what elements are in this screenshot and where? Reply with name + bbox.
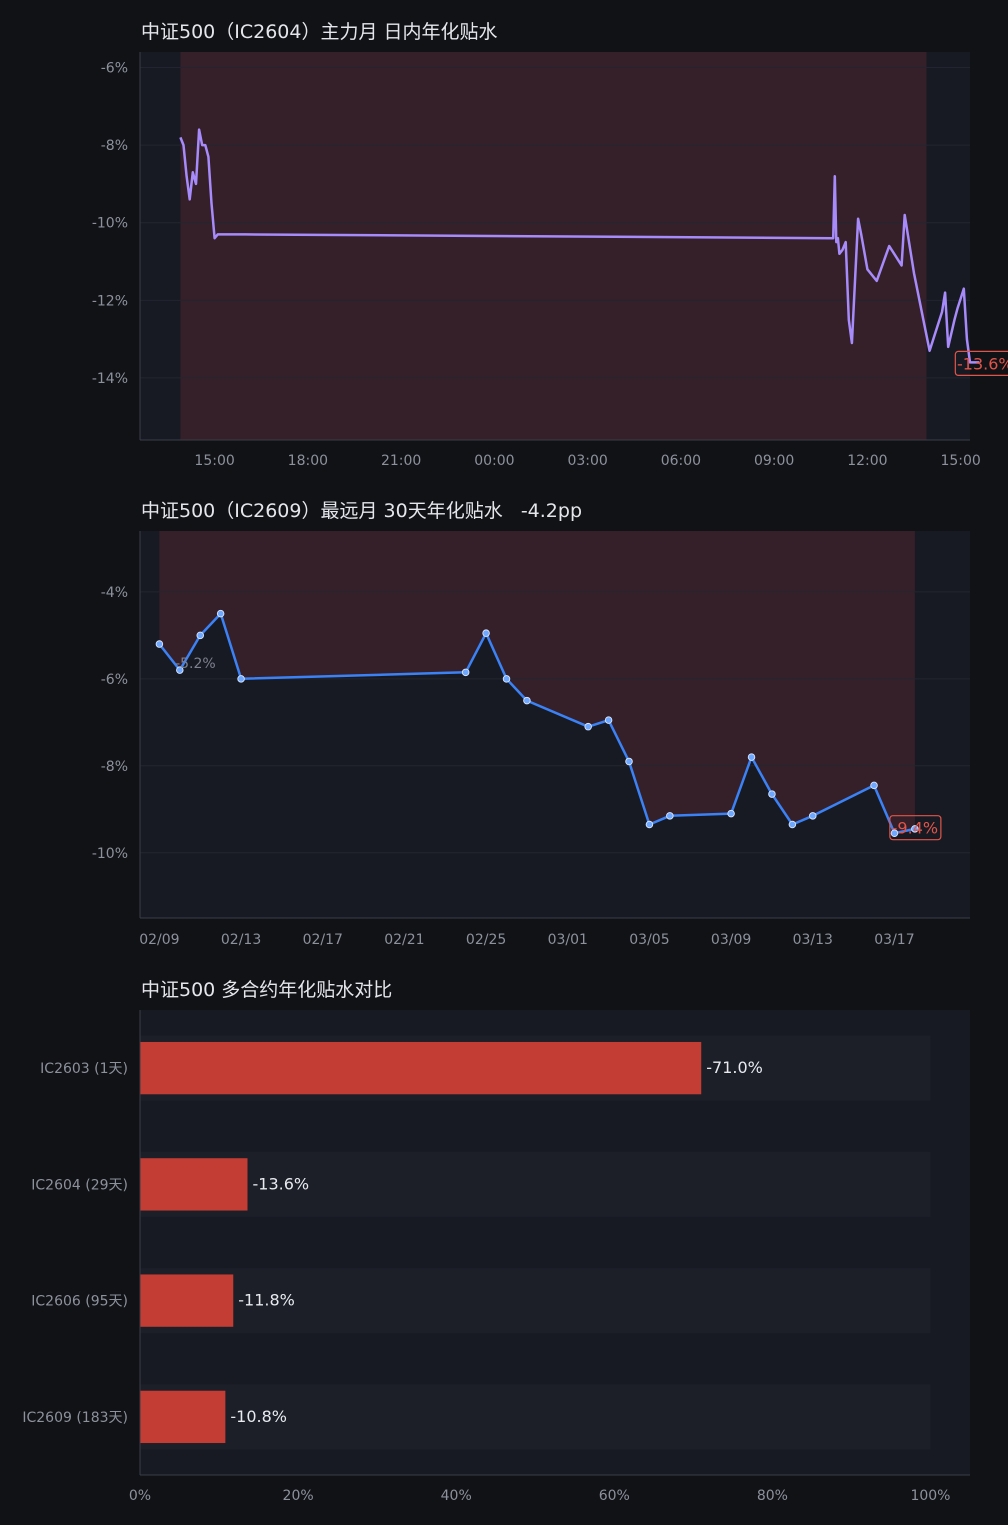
- chart3-category-label: IC2606 (95天): [31, 1294, 128, 1310]
- chart2-y-tick-label: -10%: [92, 846, 128, 862]
- chart3-x-tick-label: 0%: [129, 1488, 151, 1504]
- chart2-x-tick-label: 02/13: [221, 932, 261, 948]
- chart2-title: 中证500（IC2609）最远月 30天年化贴水 -4.2pp: [141, 500, 583, 522]
- chart3-bar: [140, 1274, 234, 1327]
- chart3-x-tick-label: 80%: [757, 1488, 788, 1504]
- chart3-bar: [140, 1041, 702, 1095]
- chart1-series-line: [179, 128, 980, 364]
- chart2-y-tick-label: -8%: [101, 759, 128, 775]
- chart3-title: 中证500 多合约年化贴水对比: [141, 979, 393, 1001]
- chart2-data-point: [645, 820, 654, 829]
- chart1-y-tick-label: -8%: [101, 138, 128, 154]
- chart2-y-tick-label: -4%: [101, 585, 128, 601]
- chart2-data-point: [788, 820, 797, 829]
- chart2-data-point: [461, 668, 470, 677]
- chart2-data-point: [523, 696, 531, 705]
- chart1-x-tick-label: 18:00: [288, 453, 328, 469]
- chart2-data-point: [482, 629, 490, 637]
- chart1-y-tick-label: -12%: [92, 293, 128, 309]
- chart3-value-label: -71.0%: [706, 1058, 763, 1077]
- chart1-x-tick-label: 09:00: [754, 453, 794, 469]
- chart2-data-point: [584, 722, 592, 731]
- chart2-x-tick-label: 02/21: [384, 932, 424, 948]
- chart2-data-point: [911, 825, 919, 833]
- chart1-shaded-band: [180, 52, 927, 440]
- chart2-data-point: [604, 716, 613, 724]
- chart2-data-point: [625, 757, 633, 766]
- chart2-data-point: [237, 675, 245, 683]
- chart2-last-value-label: -9.4%: [892, 819, 938, 838]
- chart3-row-track: [140, 1151, 931, 1217]
- chart2-x-tick-label: 02/09: [139, 932, 179, 948]
- chart2-x-tick-label: 03/05: [629, 932, 669, 948]
- chart1-x-tick-label: 00:00: [474, 453, 514, 469]
- chart2-data-point: [196, 631, 204, 640]
- chart1-title: 中证500（IC2604）主力月 日内年化贴水: [141, 21, 498, 43]
- chart1-x-tick-label: 06:00: [661, 453, 701, 469]
- chart2-y-tick-label: -6%: [101, 672, 128, 688]
- chart2-data-point: [666, 812, 674, 820]
- chart3-value-label: -11.8%: [238, 1291, 295, 1310]
- chart2-x-tick-label: 03/01: [548, 932, 588, 948]
- chart2-x-tick-label: 03/09: [711, 932, 751, 948]
- chart1-y-tick-label: -6%: [101, 61, 128, 77]
- chart2-data-point: [809, 812, 817, 820]
- chart1-x-tick-label: 03:00: [567, 453, 607, 469]
- chart3-value-label: -10.8%: [230, 1407, 287, 1426]
- chart1-x-tick-label: 12:00: [847, 453, 887, 469]
- chart2-shaded-area: [159, 531, 915, 834]
- chart3-bar: [140, 1158, 248, 1211]
- chart3-value-label: -13.6%: [253, 1174, 310, 1193]
- chart2-data-point: [155, 640, 164, 648]
- chart2-data-point: [747, 753, 756, 761]
- chart3-row-track: [140, 1384, 931, 1450]
- chart1-y-tick-label: -10%: [92, 216, 128, 232]
- chart2-last-value-box: [889, 815, 942, 841]
- chart3-x-tick-label: 100%: [910, 1488, 950, 1504]
- chart1-y-tick-label: -14%: [92, 371, 128, 387]
- chart2-data-point: [502, 675, 511, 683]
- chart1-x-tick-label: 15:00: [194, 453, 234, 469]
- chart3-bar: [140, 1390, 226, 1444]
- chart2-data-point: [768, 790, 776, 798]
- chart2-data-point: [176, 666, 184, 674]
- chart3-x-tick-label: 60%: [599, 1488, 630, 1504]
- chart2-x-tick-label: 02/17: [303, 932, 343, 948]
- chart3-x-tick-label: 20%: [283, 1488, 314, 1504]
- chart2-data-point: [727, 809, 735, 818]
- chart3-row-track: [140, 1268, 931, 1334]
- chart1-x-tick-label: 21:00: [381, 453, 421, 469]
- chart3-category-label: IC2603 (1天): [40, 1061, 128, 1077]
- chart2-x-tick-label: 03/17: [874, 932, 914, 948]
- chart3-x-tick-label: 40%: [441, 1488, 472, 1504]
- chart3-category-label: IC2609 (183天): [22, 1410, 128, 1426]
- chart2-series-line: [158, 612, 916, 835]
- chart2-data-point: [870, 781, 878, 790]
- chart2-data-point: [890, 829, 899, 837]
- chart2-data-point: [216, 609, 225, 618]
- chart2-x-tick-label: 02/25: [466, 932, 506, 948]
- chart3-category-label: IC2604 (29天): [31, 1177, 128, 1193]
- chart2-start-label: -5.2%: [175, 656, 216, 672]
- chart1-last-value-label: -13.6%: [957, 354, 1008, 373]
- chart1-x-tick-label: 15:00: [940, 453, 980, 469]
- chart2-x-tick-label: 03/13: [793, 932, 833, 948]
- chart1-last-value-box: [954, 350, 1008, 376]
